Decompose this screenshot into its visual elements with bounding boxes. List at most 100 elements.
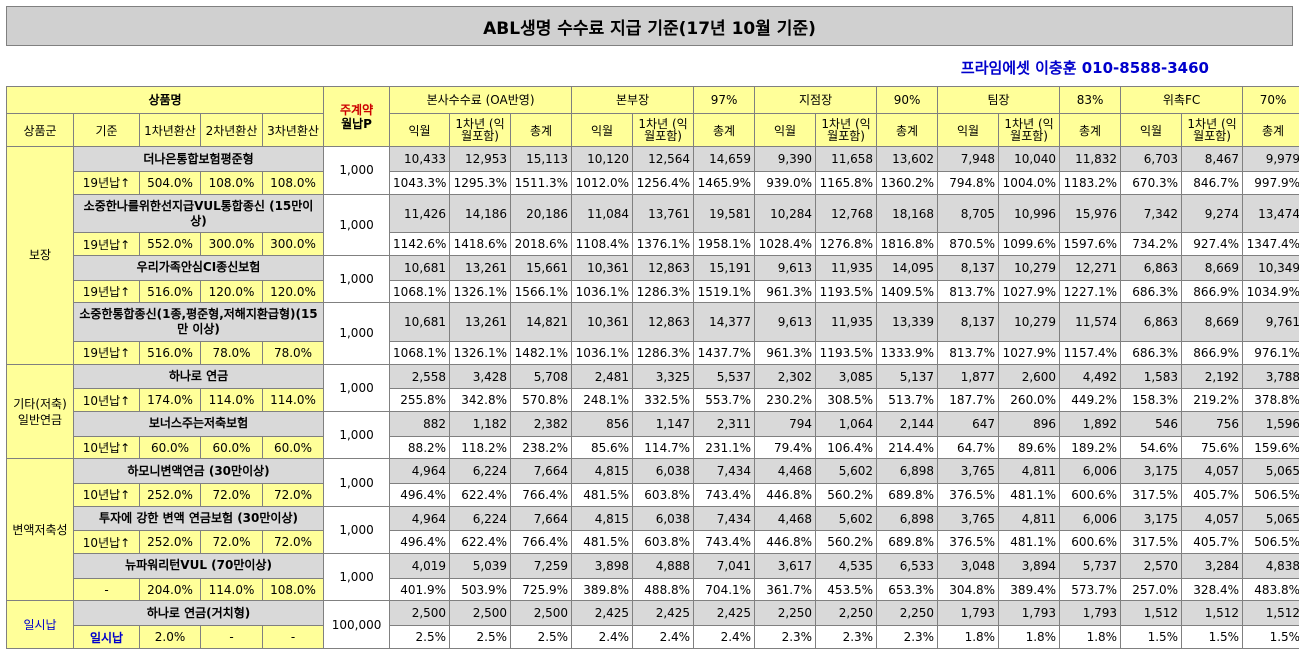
commission-amount: 2,425 — [571, 600, 634, 627]
commission-amount: 12,271 — [1059, 254, 1122, 281]
commission-rate: 231.1% — [693, 435, 756, 460]
commission-amount: 4,888 — [632, 553, 695, 579]
payment-term: 일시납 — [73, 625, 140, 649]
commission-amount: 10,279 — [998, 302, 1061, 343]
commission-amount: 3,325 — [632, 363, 695, 390]
commission-amount: 4,468 — [754, 458, 817, 485]
commission-rate: 481.1% — [998, 530, 1061, 555]
commission-amount: 6,038 — [632, 505, 695, 532]
commission-amount: 7,664 — [510, 505, 573, 532]
commission-amount: 14,377 — [693, 302, 756, 343]
commission-rate: 64.7% — [937, 435, 1000, 460]
commission-amount: 10,433 — [389, 146, 451, 173]
commission-amount: 6,863 — [1120, 302, 1183, 343]
commission-amount: 8,137 — [937, 302, 1000, 343]
commission-amount: 3,284 — [1181, 553, 1244, 579]
commission-amount: 3,788 — [1242, 363, 1299, 390]
commission-amount: 11,084 — [571, 193, 634, 234]
rate-row: 10년납↑ 252.0% 72.0% 72.0% 496.4% 622.4% 766.4% 4… — [7, 530, 1299, 555]
commission-amount: 7,041 — [693, 553, 756, 579]
commission-rate: 1566.1% — [510, 279, 573, 304]
commission-rate: 743.4% — [693, 530, 756, 555]
commission-amount: 10,361 — [571, 254, 634, 281]
commission-rate: 622.4% — [449, 483, 512, 507]
conversion-rate: 114.0% — [200, 388, 263, 412]
commission-amount: 9,613 — [754, 302, 817, 343]
conversion-rate: 300.0% — [261, 232, 325, 256]
commission-amount: 13,602 — [876, 146, 939, 173]
commission-amount: 15,191 — [693, 254, 756, 281]
commission-amount: 10,681 — [389, 302, 451, 343]
commission-amount: 12,564 — [632, 146, 695, 173]
commission-amount: 7,259 — [510, 553, 573, 579]
commission-rate: 496.4% — [389, 483, 451, 507]
commission-amount: 14,095 — [876, 254, 939, 281]
commission-rate: 961.3% — [754, 341, 817, 365]
commission-amount: 1,512 — [1181, 600, 1244, 627]
commission-amount: 3,898 — [571, 553, 634, 579]
commission-rate: 1099.6% — [998, 232, 1061, 256]
commission-amount: 5,065 — [1242, 505, 1299, 532]
commission-rate: 1108.4% — [571, 232, 634, 256]
commission-amount: 794 — [754, 411, 817, 437]
commission-rate: 2.3% — [754, 625, 817, 649]
conversion-rate: 252.0% — [139, 483, 201, 507]
page-title: ABL생명 수수료 지급 기준(17년 10월 기준) — [6, 6, 1293, 46]
commission-amount: 647 — [937, 411, 1000, 437]
division-rate: 97% — [693, 86, 756, 114]
product-row: 소중한통합종신(1종,평준형,저해지환급형)(15만 이상) 1,000 10,68… — [7, 302, 1299, 365]
commission-rate: 2018.6% — [510, 232, 573, 256]
commission-rate: 342.8% — [449, 388, 512, 412]
commission-amount: 14,659 — [693, 146, 756, 173]
division-rate: 70% — [1242, 86, 1299, 114]
commission-amount: 10,361 — [571, 302, 634, 343]
sub-first-year: 1차년 (익월포함) — [1181, 112, 1244, 148]
conversion-rate: 78.0% — [200, 341, 263, 365]
conversion-rate: 174.0% — [139, 388, 201, 412]
sub-next-month: 익월 — [937, 112, 1000, 148]
commission-rate: 1597.6% — [1059, 232, 1122, 256]
commission-rate: 1511.3% — [510, 171, 573, 195]
commission-amount: 8,669 — [1181, 302, 1244, 343]
commission-rate: 1.5% — [1120, 625, 1183, 649]
commission-amount: 10,120 — [571, 146, 634, 173]
rate-row: 19년납↑ 552.0% 300.0% 300.0% 1142.6% 1418.6% 201… — [7, 232, 1299, 256]
monthly-premium: 1,000 — [323, 146, 391, 195]
commission-rate: 405.7% — [1181, 483, 1244, 507]
commission-rate: 1376.1% — [632, 232, 695, 256]
commission-amount: 5,737 — [1059, 553, 1122, 579]
commission-amount: 13,761 — [632, 193, 695, 234]
commission-amount: 2,250 — [815, 600, 878, 627]
product-row: 보장 더나은통합보험평준형 1,000 10,433 12,953 15,113 10,12… — [6, 146, 1299, 365]
commission-amount: 4,964 — [389, 458, 451, 485]
commission-amount: 15,113 — [510, 146, 573, 173]
commission-rate: 866.9% — [1181, 341, 1244, 365]
commission-amount: 1,596 — [1242, 411, 1299, 437]
commission-rate: 1360.2% — [876, 171, 939, 195]
commission-rate: 689.8% — [876, 530, 939, 555]
commission-amount: 3,085 — [815, 363, 878, 390]
commission-rate: 481.5% — [571, 530, 634, 555]
commission-rate: 813.7% — [937, 279, 1000, 304]
commission-rate: 114.7% — [632, 435, 695, 460]
commission-rate: 961.3% — [754, 279, 817, 304]
commission-rate: 1482.1% — [510, 341, 573, 365]
monthly-premium: 1,000 — [323, 458, 391, 507]
commission-rate: 1286.3% — [632, 341, 695, 365]
commission-rate: 506.5% — [1242, 483, 1299, 507]
commission-rate: 1068.1% — [389, 279, 451, 304]
division-header: 지점장 — [754, 86, 878, 114]
product-name: 소중한통합종신(1종,평준형,저해지환급형)(15만 이상) — [72, 302, 325, 343]
product-group-label: 보장 — [6, 146, 74, 365]
commission-rate: 106.4% — [815, 435, 878, 460]
commission-rate: 453.5% — [815, 577, 878, 602]
commission-rate: 1027.9% — [998, 279, 1061, 304]
commission-amount: 2,302 — [754, 363, 817, 390]
conversion-rate: 516.0% — [139, 341, 201, 365]
product-row: 투자에 강한 변액 연금보험 (30만이상) 1,000 4,964 6,224 7,6… — [7, 505, 1299, 555]
commission-rate: 1256.4% — [632, 171, 695, 195]
commission-rate: 376.5% — [937, 530, 1000, 555]
commission-amount: 5,039 — [449, 553, 512, 579]
commission-rate: 1193.5% — [815, 279, 878, 304]
commission-rate: 1333.9% — [876, 341, 939, 365]
